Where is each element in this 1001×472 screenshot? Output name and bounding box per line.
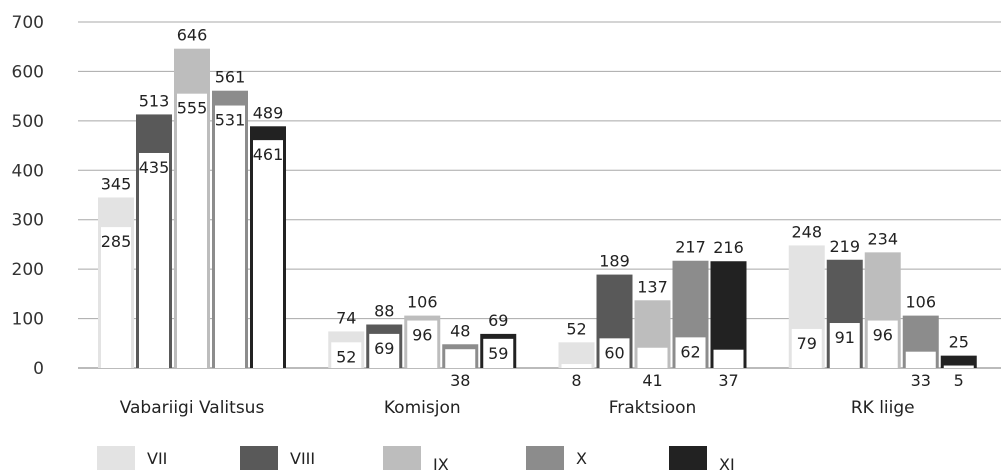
bar-inner (829, 323, 860, 368)
y-tick-label: 0 (33, 359, 44, 379)
legend-swatch (97, 446, 135, 470)
bar-inner (905, 351, 936, 368)
y-axis-ticks: 0 100 200 300 400 500 600 700 (12, 13, 44, 379)
legend-swatch (669, 446, 707, 470)
bar-inner-value-label: 79 (797, 334, 817, 353)
y-tick-label: 400 (12, 161, 44, 181)
bar-inner (637, 347, 668, 368)
legend-label: IX (433, 455, 449, 472)
y-tick-label: 700 (12, 13, 44, 33)
bar-inner-value-label: 91 (835, 328, 855, 347)
bar-inner (675, 337, 706, 368)
bar-value-label: 489 (253, 103, 284, 122)
bar-inner (713, 349, 744, 368)
bar-inner (101, 227, 131, 368)
bar-inner (253, 140, 283, 368)
bar-inner (215, 105, 245, 368)
category-labels: Vabariigi Valitsus Komisjon Fraktsioon RK l… (120, 398, 915, 418)
bar-inner-value-label: 8 (571, 371, 581, 390)
bar-inner-value-label: 52 (336, 347, 356, 366)
legend-label: VIII (290, 449, 315, 468)
category-label: Vabariigi Valitsus (120, 398, 265, 418)
bar-value-label: 52 (566, 319, 586, 338)
legend-swatch (383, 446, 421, 470)
y-tick-label: 300 (12, 211, 44, 231)
bar-value-label: 88 (374, 302, 394, 321)
bar-value-label: 106 (407, 293, 438, 312)
bar (940, 355, 977, 368)
bar-value-label: 106 (905, 293, 936, 312)
bar-value-label: 69 (488, 311, 508, 330)
bar-inner-value-label: 555 (177, 99, 208, 118)
legend-swatch (240, 446, 278, 470)
bar-value-label: 74 (336, 308, 356, 327)
bar-inner (177, 93, 207, 369)
bar-inner-value-label: 96 (412, 326, 432, 345)
bar-value-label: 217 (675, 238, 706, 257)
legend: VII VIII IX X XI (97, 446, 735, 472)
bar-inner (369, 333, 400, 368)
legend-swatch (526, 446, 564, 470)
bar-value-label: 646 (177, 26, 208, 45)
bar-inner (407, 320, 438, 368)
y-tick-label: 100 (12, 310, 44, 330)
bar-value-label: 219 (829, 237, 860, 256)
bar-inner-value-label: 461 (253, 145, 284, 164)
bar-inner (139, 152, 169, 368)
bar-value-label: 345 (101, 174, 132, 193)
legend-label: VII (147, 449, 167, 468)
bar-inner (867, 320, 898, 368)
bar-inner (331, 342, 362, 368)
bar-value-label: 25 (949, 333, 969, 352)
y-tick-label: 600 (12, 62, 44, 82)
y-tick-label: 200 (12, 260, 44, 280)
bar-inner-value-label: 33 (911, 371, 931, 390)
bar (558, 342, 595, 368)
bar-inner-value-label: 5 (954, 371, 964, 390)
bar-inner (445, 349, 476, 368)
bar-inner-value-label: 41 (642, 371, 662, 390)
bar-inner (599, 338, 630, 368)
bar-value-label: 513 (139, 91, 170, 110)
bar-value-label: 234 (867, 229, 898, 248)
bar-inner (943, 365, 974, 368)
bar-inner (791, 328, 822, 368)
bars: 345 285 513 435 646 555 561 531 489 461 74 52 88 69 10… (98, 26, 977, 390)
bar-inner-value-label: 96 (873, 326, 893, 345)
legend-label: XI (719, 455, 735, 472)
bar-inner-value-label: 60 (604, 343, 624, 362)
bar-inner-value-label: 435 (139, 158, 170, 177)
legend-label: X (576, 449, 587, 468)
bar-inner (483, 338, 514, 368)
bar-value-label: 137 (637, 277, 668, 296)
bar-inner-value-label: 59 (488, 344, 508, 363)
bar-inner-value-label: 69 (374, 339, 394, 358)
bar-inner-value-label: 62 (680, 342, 700, 361)
bar-inner-value-label: 531 (215, 111, 246, 130)
bar-value-label: 189 (599, 252, 630, 271)
category-label: RK liige (851, 398, 915, 418)
bar-value-label: 248 (791, 222, 822, 241)
category-label: Komisjon (384, 398, 461, 418)
bar-value-label: 48 (450, 321, 470, 340)
bar-inner-value-label: 38 (450, 371, 470, 390)
bar-inner-value-label: 37 (718, 371, 738, 390)
bar-inner (561, 364, 592, 368)
category-label: Fraktsioon (609, 398, 697, 418)
bar-value-label: 561 (215, 68, 246, 87)
bar-value-label: 216 (713, 238, 744, 257)
y-tick-label: 500 (12, 112, 44, 132)
bar-inner-value-label: 285 (101, 232, 132, 251)
